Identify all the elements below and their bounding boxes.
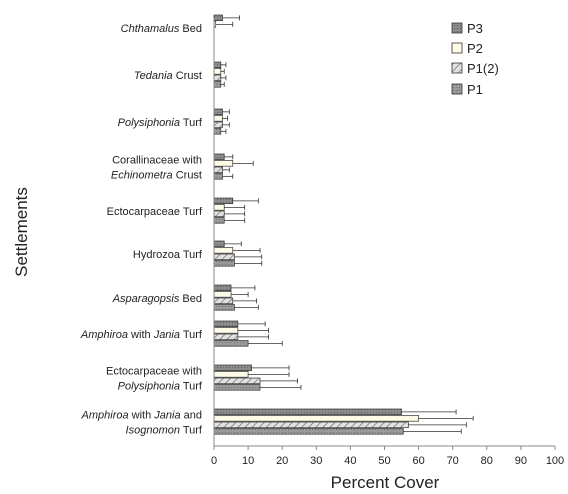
bar (213, 166, 223, 174)
legend-swatch (451, 22, 463, 34)
bar (213, 371, 249, 378)
y-category-label: Ectocarpaceae with (106, 366, 202, 378)
legend: P3 P2 P1(2) P1 (451, 21, 499, 97)
legend-swatch (451, 83, 463, 95)
legend-swatch (451, 42, 463, 54)
bar (213, 415, 419, 422)
bar (213, 327, 239, 334)
y-category-label: Polysiphonia Turf (118, 117, 203, 129)
y-category-label: Polysiphonia Turf (118, 381, 203, 393)
bar (213, 204, 225, 211)
y-category-label: Amphiroa with Jania and (81, 410, 202, 422)
x-tick-label: 20 (276, 455, 288, 467)
bar (213, 421, 409, 429)
x-tick-label: 50 (378, 455, 390, 467)
bar (213, 320, 239, 328)
bar (213, 384, 261, 391)
x-axis-label: Percent Cover (331, 473, 440, 492)
y-category-label: Tedania Crust (134, 70, 202, 82)
y-category-label: Corallinaceae with (112, 155, 202, 167)
bar (213, 297, 234, 305)
bar (213, 408, 402, 416)
y-category-label: Asparagopsis Bed (112, 293, 202, 305)
bar (213, 333, 239, 341)
y-category-label: Amphiroa with Jania Turf (80, 329, 203, 341)
bar (213, 377, 261, 385)
bar (213, 253, 235, 261)
bar (213, 128, 222, 135)
bar (213, 121, 223, 129)
bar (213, 115, 223, 122)
y-category-label: Chthamalus Bed (121, 23, 202, 35)
bar (213, 173, 223, 180)
bar (213, 197, 234, 205)
y-category-label: Echinometra Crust (111, 170, 202, 182)
x-ticks-layer: 0 10 20 30 40 50 60 70 80 90 100 (211, 446, 564, 467)
bar (213, 74, 222, 82)
legend-label: P1 (467, 82, 483, 97)
bar (213, 247, 234, 254)
x-tick-label: 30 (310, 455, 322, 467)
x-tick-label: 10 (242, 455, 254, 467)
bar (213, 291, 232, 298)
bar (213, 304, 235, 311)
y-category-label: Hydrozoa Turf (133, 249, 203, 261)
legend-swatch (451, 62, 463, 74)
bar (213, 108, 223, 116)
bar (213, 217, 225, 224)
bar (213, 14, 223, 22)
y-category-label: Ectocarpaceae Turf (107, 206, 203, 218)
bar (213, 340, 249, 347)
category-labels-layer: Chthamalus Bed Tedania Crust Polysiphonia … (80, 23, 203, 437)
x-tick-label: 40 (344, 455, 356, 467)
x-tick-label: 0 (211, 455, 217, 467)
x-tick-label: 70 (447, 455, 459, 467)
bars-layer (213, 14, 419, 435)
x-tick-label: 60 (412, 455, 424, 467)
y-axis-label: Settlements (12, 187, 31, 277)
bar (213, 260, 235, 267)
x-tick-label: 100 (546, 455, 564, 467)
bar (213, 428, 404, 435)
error-bars-layer (215, 15, 474, 434)
bar (213, 160, 234, 167)
bar (213, 81, 222, 88)
x-tick-label: 90 (515, 455, 527, 467)
bar (213, 284, 232, 292)
bar (213, 364, 252, 372)
x-tick-label: 80 (481, 455, 493, 467)
legend-label: P2 (467, 41, 483, 56)
bar (213, 61, 222, 69)
bar (213, 68, 222, 75)
bar (213, 240, 225, 248)
legend-label: P3 (467, 21, 483, 36)
legend-label: P1(2) (467, 61, 499, 76)
bar (213, 210, 225, 218)
bar (213, 153, 225, 161)
y-category-label: Isognomon Turf (126, 425, 203, 437)
